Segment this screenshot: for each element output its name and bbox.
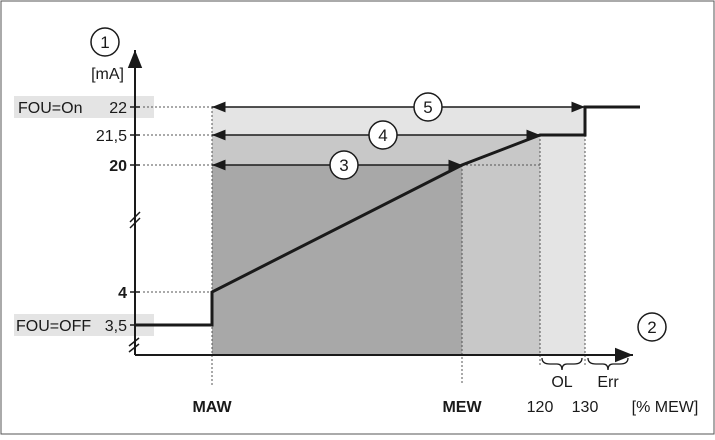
x-tick-120: 120 — [527, 399, 554, 416]
y-tick-20: 20 — [109, 158, 127, 175]
ol-label: OL — [551, 374, 572, 391]
origin-break — [128, 337, 140, 353]
x-tick-mew: MEW — [442, 399, 482, 416]
y-axis-marker-label: 1 — [100, 33, 109, 52]
y-axis-break — [129, 211, 141, 229]
fou-off-label-bg — [14, 314, 154, 336]
x-tick-maw: MAW — [192, 399, 232, 416]
y-tick-4: 4 — [118, 285, 127, 302]
range-3-circle — [329, 150, 359, 180]
ol-brace — [541, 357, 583, 371]
y-unit-label: [mA] — [91, 66, 124, 83]
range-5-circle — [413, 92, 443, 122]
fou-on-label-bg — [14, 96, 154, 118]
y-tick-21-5: 21,5 — [96, 128, 127, 145]
y-axis-marker-circle — [90, 27, 120, 57]
err-brace — [587, 357, 629, 371]
range-5-label: 5 — [423, 98, 432, 117]
range-3-label: 3 — [339, 156, 348, 175]
x-axis-marker-label: 2 — [647, 318, 656, 337]
x-tick-130: 130 — [572, 399, 599, 416]
y-tick-3-5: 3,5 — [105, 318, 127, 335]
region-3-dark — [212, 165, 462, 355]
x-unit-label: [% MEW] — [632, 399, 699, 416]
range-4-label: 4 — [378, 126, 387, 145]
output-characteristic-line — [135, 105, 640, 327]
range-4-circle — [368, 120, 398, 150]
fou-off-label: FOU=OFF — [16, 318, 91, 335]
y-tick-22: 22 — [109, 100, 127, 117]
err-label: Err — [597, 374, 619, 391]
x-axis-marker-circle — [637, 312, 667, 342]
fou-on-label: FOU=On — [18, 100, 82, 117]
